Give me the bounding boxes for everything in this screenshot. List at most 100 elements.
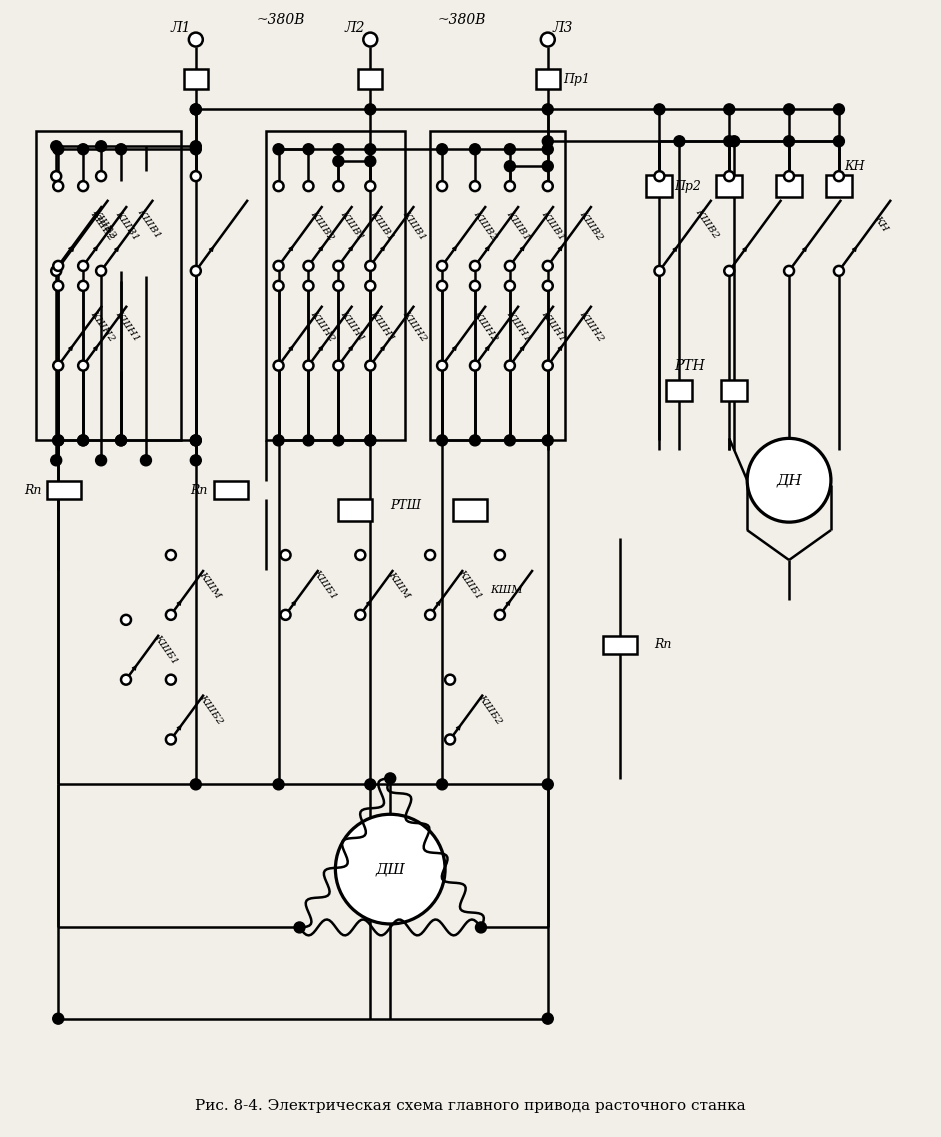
Text: КШВ2: КШВ2	[694, 207, 721, 240]
Circle shape	[190, 103, 201, 115]
Circle shape	[542, 1013, 553, 1024]
Circle shape	[121, 674, 131, 684]
Circle shape	[294, 922, 305, 933]
Text: КШН2: КШН2	[88, 308, 116, 343]
Circle shape	[78, 260, 88, 271]
Text: КШВ2: КШВ2	[90, 207, 118, 240]
Circle shape	[190, 779, 201, 790]
Text: Rп: Rп	[24, 483, 41, 497]
Circle shape	[78, 281, 88, 291]
Text: КШН1: КШН1	[540, 308, 567, 343]
Circle shape	[365, 260, 375, 271]
Circle shape	[303, 434, 314, 446]
Circle shape	[96, 141, 106, 151]
Circle shape	[437, 143, 448, 155]
Circle shape	[438, 260, 447, 271]
Circle shape	[365, 103, 375, 115]
Text: КШВ1: КШВ1	[339, 209, 365, 242]
Bar	[47, 481, 81, 499]
Bar	[535, 69, 560, 90]
Circle shape	[356, 550, 365, 561]
Text: КШН1: КШН1	[505, 308, 533, 343]
Circle shape	[724, 135, 735, 147]
Circle shape	[333, 181, 343, 191]
Circle shape	[504, 434, 516, 446]
Circle shape	[190, 434, 201, 446]
Text: КШВ1: КШВ1	[368, 209, 395, 242]
Circle shape	[475, 922, 486, 933]
Circle shape	[333, 143, 343, 155]
Circle shape	[437, 779, 448, 790]
Bar	[214, 481, 247, 499]
Text: Rп: Rп	[654, 638, 672, 652]
Text: КШВ1: КШВ1	[136, 207, 162, 240]
Circle shape	[505, 281, 515, 291]
Circle shape	[542, 160, 553, 172]
Bar	[776, 175, 802, 197]
Circle shape	[166, 609, 176, 620]
Text: Пр2: Пр2	[675, 180, 701, 192]
Circle shape	[333, 260, 343, 271]
Bar	[666, 380, 693, 401]
Circle shape	[273, 434, 284, 446]
Text: РТН: РТН	[674, 358, 705, 373]
Circle shape	[438, 181, 447, 191]
Circle shape	[53, 434, 64, 446]
Circle shape	[304, 181, 313, 191]
Circle shape	[784, 172, 794, 181]
Circle shape	[116, 434, 126, 446]
Circle shape	[274, 281, 283, 291]
Circle shape	[438, 360, 447, 371]
Text: КШВ2: КШВ2	[88, 209, 115, 242]
Circle shape	[834, 266, 844, 276]
Circle shape	[495, 550, 505, 561]
Circle shape	[542, 135, 553, 147]
Circle shape	[53, 1013, 64, 1024]
Circle shape	[356, 609, 365, 620]
Circle shape	[504, 160, 516, 172]
Circle shape	[674, 135, 685, 147]
Circle shape	[335, 814, 445, 924]
Circle shape	[273, 779, 284, 790]
Circle shape	[190, 141, 201, 151]
Circle shape	[425, 609, 435, 620]
Circle shape	[505, 181, 515, 191]
Circle shape	[504, 143, 516, 155]
Text: КШМ: КШМ	[198, 570, 222, 600]
Bar	[602, 636, 636, 654]
Circle shape	[333, 281, 343, 291]
Circle shape	[280, 550, 291, 561]
Circle shape	[121, 615, 131, 625]
Text: КШВ2: КШВ2	[578, 209, 605, 242]
Text: ~380В: ~380В	[256, 13, 305, 26]
Circle shape	[51, 141, 62, 151]
Circle shape	[728, 135, 740, 147]
Circle shape	[54, 281, 63, 291]
Circle shape	[505, 360, 515, 371]
Circle shape	[784, 266, 794, 276]
Circle shape	[140, 455, 152, 466]
Circle shape	[54, 181, 63, 191]
Text: КШН1: КШН1	[113, 308, 141, 343]
Circle shape	[191, 266, 200, 276]
Circle shape	[543, 281, 552, 291]
Text: КШН1: КШН1	[368, 308, 396, 343]
Bar	[716, 175, 742, 197]
Text: КШН2: КШН2	[309, 308, 336, 343]
Circle shape	[470, 360, 480, 371]
Circle shape	[445, 674, 455, 684]
Circle shape	[724, 103, 735, 115]
Text: КШБ2: КШБ2	[476, 694, 503, 727]
Circle shape	[445, 735, 455, 745]
Text: КШН1: КШН1	[339, 308, 366, 343]
Text: Л1: Л1	[170, 20, 191, 34]
Circle shape	[470, 143, 481, 155]
Circle shape	[834, 103, 844, 115]
Text: КШВ1: КШВ1	[540, 209, 566, 242]
Text: ДШ: ДШ	[375, 862, 406, 877]
Circle shape	[365, 281, 375, 291]
Text: КШН2: КШН2	[578, 308, 605, 343]
Circle shape	[273, 143, 284, 155]
Circle shape	[166, 550, 176, 561]
Text: КШВ1: КШВ1	[400, 209, 427, 242]
